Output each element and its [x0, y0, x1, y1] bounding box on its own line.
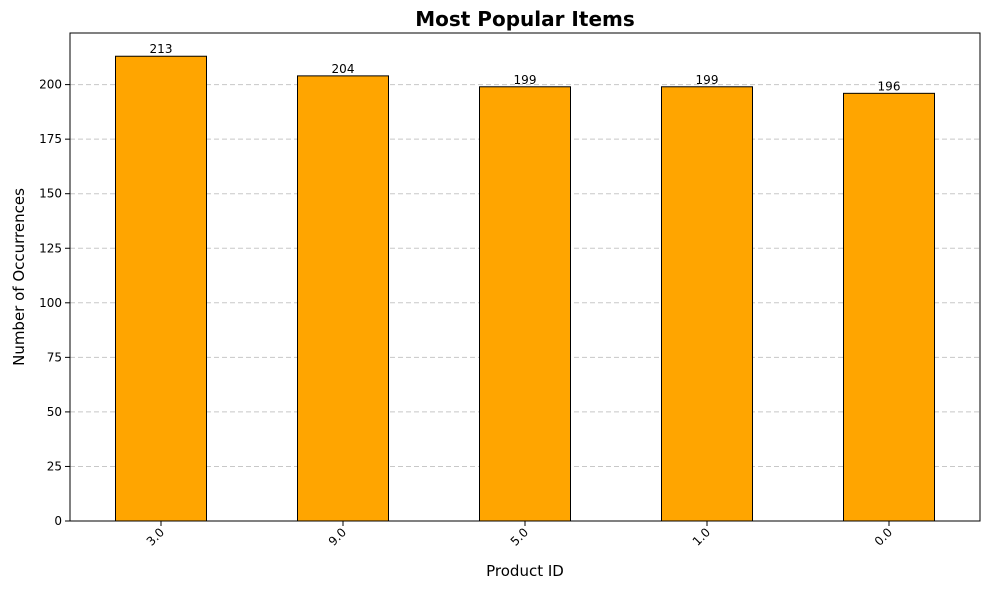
y-tick-label-1: 25: [47, 459, 62, 473]
data-labels: 213 204 199 199 196: [150, 42, 901, 93]
y-tick-label-6: 150: [39, 187, 62, 201]
y-tick-label-5: 125: [39, 241, 62, 255]
data-label-0: 213: [150, 42, 173, 56]
data-label-2: 199: [514, 73, 537, 87]
y-tick-label-2: 50: [47, 405, 62, 419]
bar-1: [297, 75, 389, 522]
bar-3: [661, 86, 753, 522]
chart-title: Most Popular Items: [415, 7, 635, 31]
bars: [115, 55, 935, 522]
y-axis-label: Number of Occurrences: [10, 188, 28, 366]
bar-0: [115, 55, 207, 522]
data-label-1: 204: [332, 62, 355, 76]
data-label-4: 196: [878, 79, 901, 93]
data-label-3: 199: [696, 73, 719, 87]
y-tick-label-3: 75: [47, 350, 62, 364]
bar-2: [479, 86, 571, 522]
bar-4: [843, 92, 935, 522]
y-tick-label-7: 175: [39, 132, 62, 146]
y-tick-label-8: 200: [39, 78, 62, 92]
y-tick-label-0: 0: [54, 514, 62, 528]
y-tick-label-4: 100: [39, 296, 62, 310]
x-axis-label: Product ID: [486, 562, 564, 580]
y-axis-ticks: 0 25 50 75 100 125 150 175 200: [39, 78, 70, 528]
